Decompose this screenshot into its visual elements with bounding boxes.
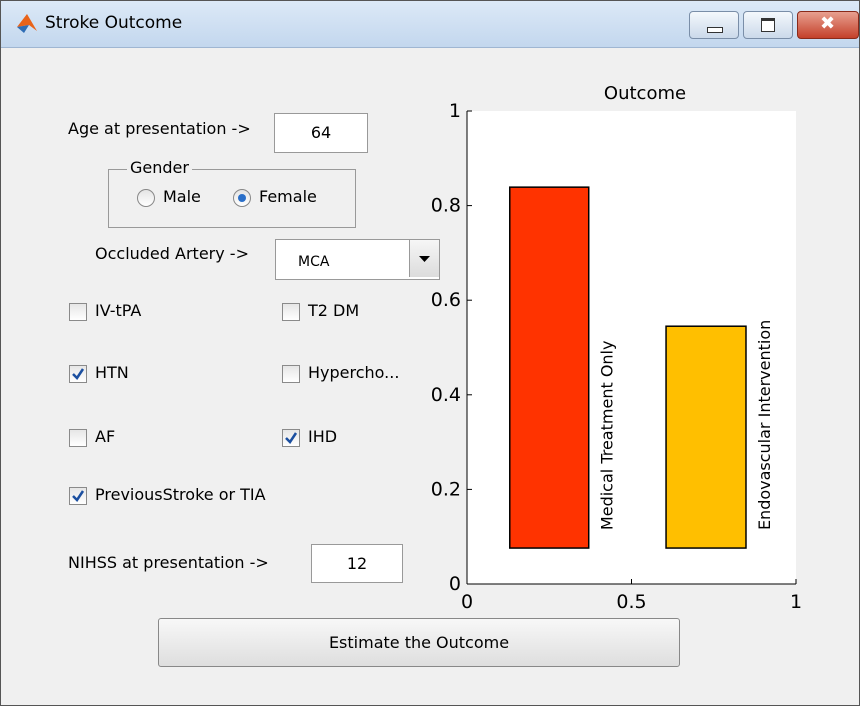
y-tick-label: 0.8 <box>431 195 461 217</box>
artery-value: MCA <box>298 254 330 270</box>
age-input[interactable]: 64 <box>274 113 368 153</box>
x-tick-label: 0.5 <box>616 591 646 613</box>
artery-label: Occluded Artery -> <box>95 244 249 263</box>
checkbox[interactable] <box>282 303 300 321</box>
chart-title: Outcome <box>604 83 686 104</box>
y-tick-label: 0.6 <box>431 289 461 311</box>
checkbox[interactable] <box>282 365 300 383</box>
checkbox-label: PreviousStroke or TIA <box>95 485 266 504</box>
artery-dropdown[interactable]: MCA <box>275 239 440 280</box>
radio-label: Female <box>259 187 317 206</box>
checkbox[interactable] <box>69 429 87 447</box>
checkbox[interactable] <box>69 303 87 321</box>
maximize-button[interactable] <box>743 11 793 39</box>
bar-label: Medical Treatment Only <box>598 341 617 531</box>
nihss-label: NIHSS at presentation -> <box>68 553 269 572</box>
checkbox[interactable] <box>69 487 87 505</box>
checkbox-label: AF <box>95 427 116 446</box>
checkbox[interactable] <box>69 365 87 383</box>
checkbox-label: IV-tPA <box>95 301 142 320</box>
y-tick-label: 0.4 <box>431 384 461 406</box>
checkbox-label: HTN <box>95 363 129 382</box>
y-tick-label: 0.2 <box>431 478 461 500</box>
radio-label: Male <box>163 187 201 206</box>
bar <box>509 186 590 549</box>
bar <box>665 325 747 549</box>
app-icon <box>17 14 37 33</box>
title-bar: Stroke Outcome ✖ <box>1 1 859 48</box>
y-tick-label: 1 <box>449 100 461 122</box>
checkbox[interactable] <box>282 429 300 447</box>
bar-label: Endovascular Intervention <box>755 320 774 530</box>
x-tick-label: 1 <box>790 591 802 613</box>
minimize-button[interactable] <box>689 11 739 39</box>
checkbox-label: T2 DM <box>308 301 360 320</box>
gender-group <box>108 169 356 228</box>
radio[interactable] <box>137 189 155 207</box>
y-tick-label: 0 <box>449 573 461 595</box>
x-tick-label: 0 <box>461 591 473 613</box>
gender-legend: Gender <box>127 158 192 177</box>
close-button[interactable]: ✖ <box>797 11 859 39</box>
chart: Outcome 0 0.2 0.4 0.6 0.8 1 0 0.5 1 Medical Treat… <box>431 83 802 613</box>
nihss-input[interactable]: 12 <box>311 544 403 583</box>
estimate-button[interactable]: Estimate the Outcome <box>158 618 680 667</box>
checkbox-label: IHD <box>308 427 338 446</box>
checkbox-label: Hypercho... <box>308 363 400 382</box>
age-label: Age at presentation -> <box>68 119 251 138</box>
radio[interactable] <box>233 189 251 207</box>
window-title: Stroke Outcome <box>45 13 183 33</box>
